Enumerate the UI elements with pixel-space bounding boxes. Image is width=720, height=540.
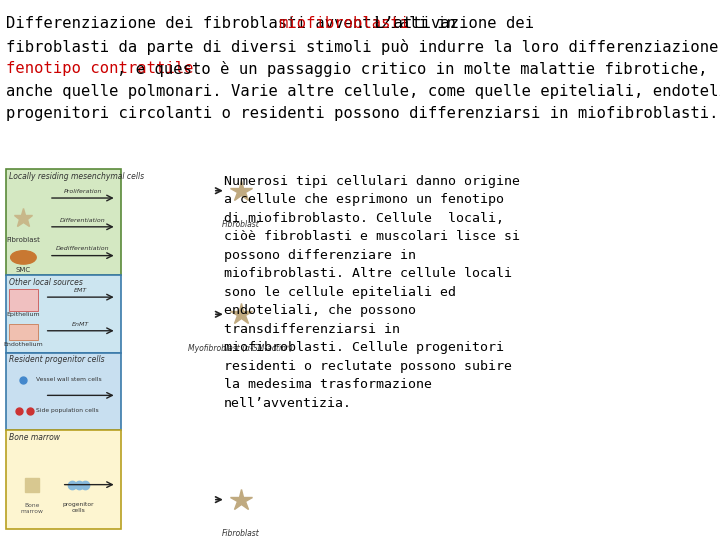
- Text: EnMT: EnMT: [72, 322, 89, 327]
- FancyBboxPatch shape: [6, 353, 121, 430]
- Text: progenitor
cells: progenitor cells: [63, 502, 94, 512]
- Text: Bone
marrow: Bone marrow: [20, 503, 43, 514]
- Text: fenotipo contrattile: fenotipo contrattile: [6, 61, 194, 76]
- Text: . L’attivazione dei: . L’attivazione dei: [356, 16, 534, 31]
- Text: Bone marrow: Bone marrow: [9, 433, 60, 442]
- Text: Endothelium: Endothelium: [4, 341, 43, 347]
- Text: Resident progenitor cells: Resident progenitor cells: [9, 355, 104, 364]
- FancyBboxPatch shape: [6, 430, 121, 529]
- Text: Locally residing mesenchymal cells: Locally residing mesenchymal cells: [9, 172, 144, 181]
- Text: EMT: EMT: [74, 288, 87, 293]
- Text: Fibroblast: Fibroblast: [6, 237, 40, 242]
- FancyBboxPatch shape: [6, 275, 121, 353]
- Text: Side population cells: Side population cells: [36, 408, 99, 413]
- Text: Epithelium: Epithelium: [6, 312, 40, 317]
- Text: Myofibroblast (α-SM-actin⁺): Myofibroblast (α-SM-actin⁺): [188, 344, 293, 353]
- Ellipse shape: [11, 251, 36, 264]
- Text: Differenziazione dei fibroblasti avventiziali in: Differenziazione dei fibroblasti avventi…: [6, 16, 466, 31]
- Text: Fibroblast: Fibroblast: [222, 220, 259, 230]
- Text: Numerosi tipi cellulari danno origine
a cellule che esprimono un fenotipo
di mio: Numerosi tipi cellulari danno origine a …: [224, 174, 520, 410]
- Text: anche quelle polmonari. Varie altre cellule, come quelle epiteliali, endoteliali: anche quelle polmonari. Varie altre cell…: [6, 84, 720, 99]
- Text: progenitori circolanti o residenti possono differenziarsi in miofibroblasti.: progenitori circolanti o residenti posso…: [6, 106, 719, 122]
- Text: Differentiation: Differentiation: [60, 218, 106, 222]
- FancyBboxPatch shape: [9, 289, 38, 310]
- FancyBboxPatch shape: [9, 324, 38, 340]
- Text: Vessel wall stem cells: Vessel wall stem cells: [36, 377, 102, 382]
- Text: , e questo è un passaggio critico in molte malattie fibrotiche,: , e questo è un passaggio critico in mol…: [117, 61, 708, 77]
- FancyBboxPatch shape: [6, 169, 121, 275]
- Text: Fibroblast: Fibroblast: [222, 529, 259, 538]
- Text: fibroblasti da parte di diversi stimoli può indurre la loro differenziazione ver: fibroblasti da parte di diversi stimoli …: [6, 39, 720, 55]
- Text: SMC: SMC: [16, 267, 31, 273]
- Text: Dedifferentiation: Dedifferentiation: [56, 246, 109, 251]
- Text: Proliferation: Proliferation: [63, 188, 102, 194]
- Text: Other local sources: Other local sources: [9, 278, 82, 287]
- Text: miofibroblasti: miofibroblasti: [278, 16, 410, 31]
